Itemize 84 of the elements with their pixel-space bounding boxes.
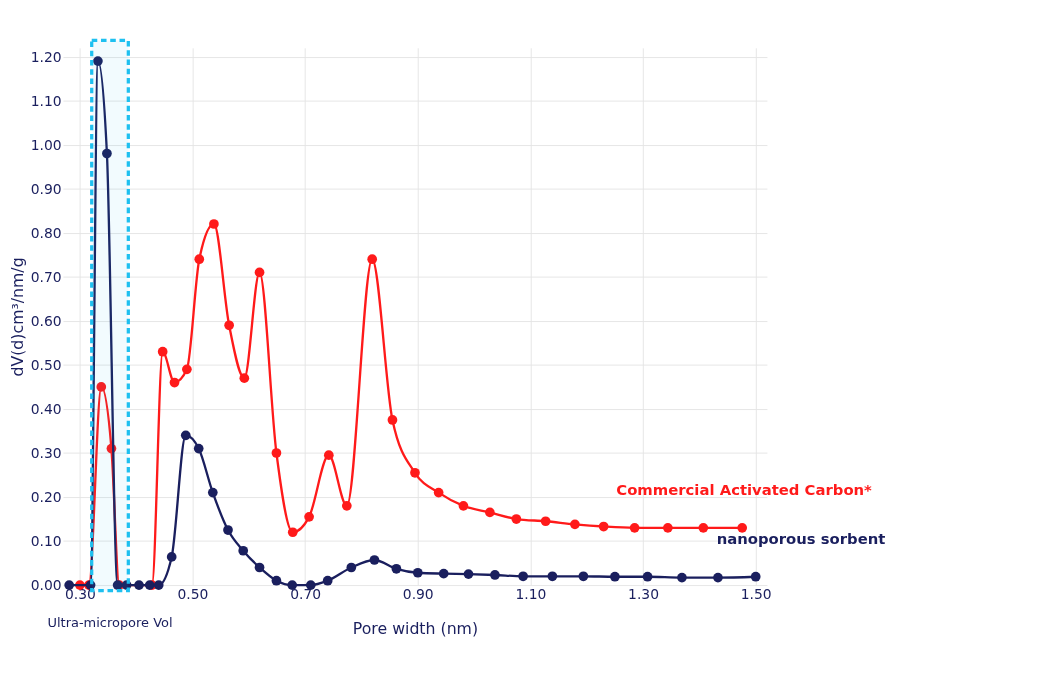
- point: [677, 572, 687, 583]
- point: [223, 525, 233, 535]
- x-axis-title: Pore width (nm): [352, 618, 479, 638]
- point: [387, 415, 398, 425]
- point: [304, 511, 314, 522]
- point: [463, 569, 474, 579]
- y-tick-label: 1.20: [30, 48, 62, 65]
- point: [254, 562, 265, 573]
- y-tick-label: 1.00: [30, 136, 62, 153]
- point: [102, 148, 112, 159]
- point: [737, 523, 748, 533]
- point: [238, 545, 249, 556]
- y-tick-label: 0.40: [30, 401, 62, 418]
- point: [698, 523, 709, 533]
- point: [490, 570, 500, 580]
- x-tick-label: 1.30: [628, 585, 659, 602]
- point: [410, 467, 420, 478]
- point: [180, 430, 191, 441]
- point: [207, 487, 218, 498]
- y-axis-title: dV(d)cm³/nm/g: [8, 257, 28, 377]
- band-label: Ultra-micropore Vol: [47, 614, 173, 630]
- point: [578, 571, 589, 582]
- x-tick-label: 0.70: [290, 585, 322, 602]
- point: [287, 527, 298, 538]
- point: [169, 377, 180, 388]
- point: [750, 571, 761, 582]
- point: [642, 571, 653, 582]
- x-tick-label: 1.10: [515, 585, 547, 602]
- point: [93, 56, 103, 66]
- y-tick-label: 0.90: [30, 180, 62, 197]
- point: [540, 516, 551, 527]
- point: [610, 571, 620, 582]
- y-tick-label: 0.70: [30, 268, 62, 285]
- point: [224, 320, 234, 331]
- point: [271, 575, 282, 586]
- point: [341, 500, 352, 511]
- point: [194, 254, 205, 265]
- point: [662, 523, 673, 533]
- point: [713, 572, 723, 583]
- point: [391, 563, 402, 574]
- x-tick-label: 0.90: [402, 585, 434, 602]
- point: [96, 382, 107, 392]
- point: [121, 580, 132, 590]
- series-label: nanoporous sorbent: [716, 530, 886, 548]
- point: [166, 552, 177, 562]
- point: [438, 568, 449, 579]
- point: [518, 571, 528, 582]
- y-tick-label: 0.20: [30, 489, 62, 506]
- point: [287, 580, 298, 590]
- point: [412, 567, 423, 578]
- point: [209, 219, 219, 229]
- y-tick-label: 0.00: [30, 577, 62, 594]
- point: [322, 575, 333, 586]
- y-tick-label: 0.50: [30, 357, 62, 374]
- point: [369, 555, 380, 565]
- point: [547, 571, 558, 582]
- y-tick-label: 0.10: [30, 533, 62, 550]
- y-tick-label: 1.10: [30, 92, 62, 109]
- point: [367, 254, 378, 265]
- y-tick-label: 0.30: [30, 445, 62, 462]
- point: [157, 346, 168, 357]
- point: [598, 521, 609, 532]
- y-tick-label: 0.80: [30, 224, 62, 241]
- series-label: Commercial Activated Carbon*: [616, 481, 873, 499]
- point: [323, 450, 334, 461]
- x-tick-label: 0.50: [177, 585, 209, 602]
- point: [182, 364, 192, 375]
- point: [629, 523, 640, 533]
- point: [134, 580, 144, 590]
- x-tick-label: 1.50: [740, 585, 772, 602]
- point: [511, 514, 522, 524]
- point: [193, 443, 204, 454]
- point: [305, 580, 316, 590]
- y-tick-label: 0.60: [30, 312, 62, 329]
- point: [433, 487, 444, 498]
- point: [570, 519, 580, 530]
- point: [153, 580, 164, 590]
- point: [346, 562, 357, 573]
- point: [239, 373, 250, 383]
- point: [271, 448, 282, 458]
- point: [254, 267, 265, 278]
- point: [458, 500, 469, 511]
- point: [64, 580, 75, 590]
- point: [485, 507, 495, 518]
